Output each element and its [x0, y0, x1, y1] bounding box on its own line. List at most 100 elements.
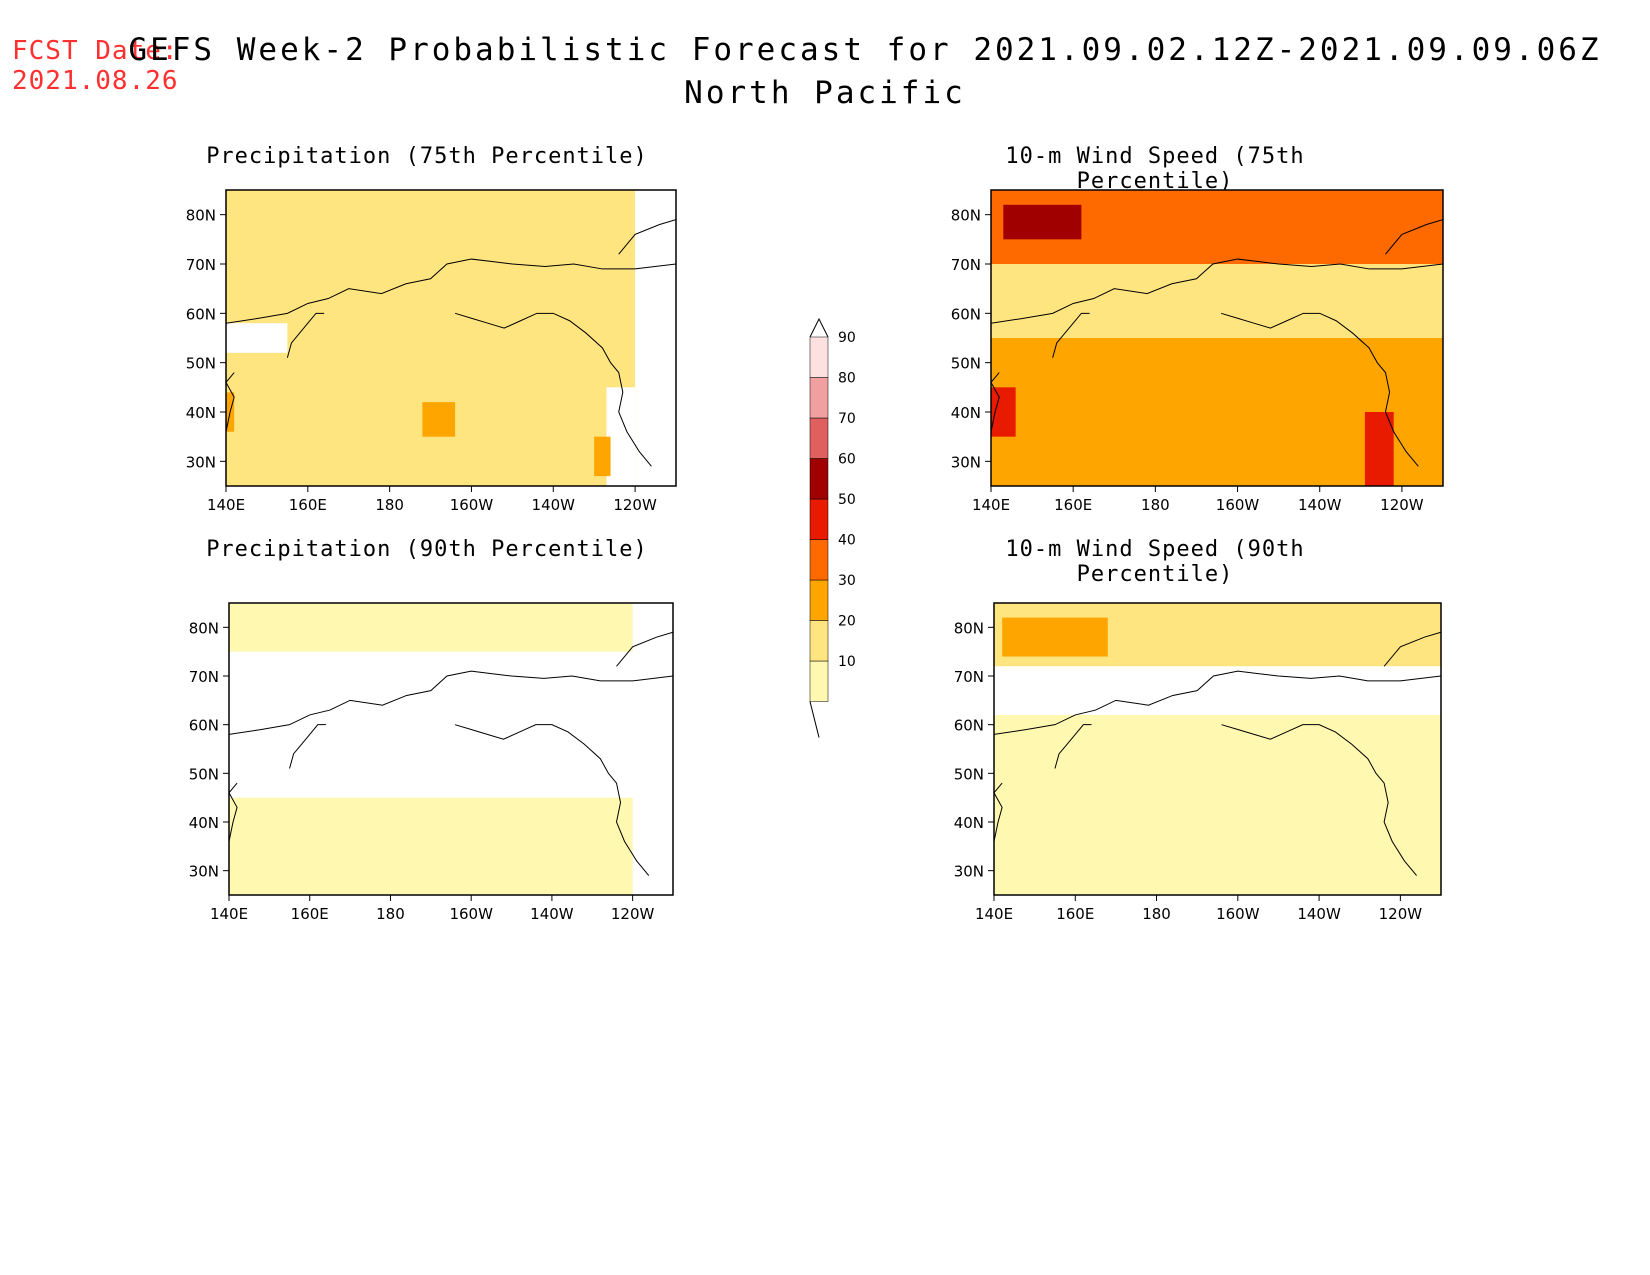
y-tick-label: 30N — [951, 453, 981, 471]
colorbar-segment — [809, 539, 829, 581]
y-tick-label: 60N — [186, 305, 216, 323]
map-area-precip75 — [226, 190, 676, 486]
colorbar-segment — [809, 377, 829, 419]
y-tick-label: 40N — [189, 814, 219, 832]
panel-wind90: 80N 70N 60N 50N 40N 30N 140E 160E 180 160W 140W 120… — [954, 602, 1442, 923]
coastline — [229, 782, 238, 842]
x-tick-label: 160E — [1054, 496, 1092, 514]
y-tick-label: 30N — [186, 453, 216, 471]
y-tick-label: 60N — [954, 717, 984, 735]
coastline — [454, 312, 652, 467]
x-tick-label: 180 — [375, 496, 404, 514]
coastline — [1054, 724, 1092, 769]
x-tick-label: 160W — [449, 905, 493, 923]
x-tick-label: 160E — [289, 496, 327, 514]
x-tick-label: 140E — [972, 496, 1010, 514]
coastline — [226, 258, 676, 324]
coastline — [616, 631, 673, 667]
probability-region — [994, 714, 1441, 895]
colorbar-label: 90 — [838, 330, 856, 346]
probability-region — [1364, 412, 1394, 486]
colorbar-top-arrow — [809, 317, 829, 338]
x-tick-label: 160W — [1216, 905, 1260, 923]
map-frame — [225, 189, 677, 487]
x-tick-label: 160E — [1056, 905, 1094, 923]
x-tick-label: 120W — [611, 905, 655, 923]
x-tick-label: 140E — [207, 496, 245, 514]
probability-region — [422, 402, 456, 437]
panel-title-precip75: Precipitation (75th Percentile) — [206, 144, 648, 169]
colorbar-segment — [809, 417, 829, 459]
colorbar-label: 70 — [838, 411, 856, 427]
colorbar-segment — [809, 336, 829, 378]
y-tick-label: 70N — [951, 256, 981, 274]
y-tick-label: 80N — [951, 207, 981, 225]
coastline — [1052, 312, 1090, 358]
colorbar-segment — [809, 620, 829, 662]
y-tick-label: 40N — [951, 404, 981, 422]
panel-title-wind75: 10-m Wind Speed (75th Percentile) — [1005, 144, 1305, 194]
colorbar-label: 80 — [838, 371, 856, 387]
x-tick-label: 180 — [376, 905, 405, 923]
map-area-precip90 — [229, 603, 673, 895]
colorbar-label: 40 — [838, 533, 856, 549]
colorbar-label: 10 — [838, 654, 856, 670]
probability-region — [991, 264, 1443, 338]
y-tick-label: 60N — [951, 305, 981, 323]
colorbar-label: 60 — [838, 452, 856, 468]
coastline — [1220, 312, 1419, 467]
y-tick-label: 40N — [186, 404, 216, 422]
x-tick-label: 140W — [1298, 496, 1342, 514]
y-tick-label: 50N — [951, 355, 981, 373]
colorbar-segment — [809, 498, 829, 540]
y-tick-label: 60N — [189, 717, 219, 735]
coastline — [229, 670, 673, 735]
y-tick-label: 40N — [954, 814, 984, 832]
x-tick-label: 140E — [975, 905, 1013, 923]
x-tick-label: 140W — [532, 496, 576, 514]
map-area-wind75 — [991, 190, 1443, 486]
y-tick-label: 30N — [954, 863, 984, 881]
probability-region — [226, 264, 636, 338]
y-tick-label: 50N — [189, 765, 219, 783]
map-area-wind90 — [994, 603, 1441, 895]
probability-region — [229, 603, 633, 652]
colorbar-bottom-arrow — [809, 701, 820, 738]
coastline — [994, 782, 1003, 842]
y-tick-label: 80N — [186, 207, 216, 225]
map-frame — [990, 189, 1444, 487]
probability-region — [226, 190, 636, 264]
y-tick-label: 80N — [954, 619, 984, 637]
panel-title-wind90: 10-m Wind Speed (90th Percentile) — [1005, 537, 1305, 587]
probability-region — [1003, 204, 1082, 240]
coastline — [1385, 219, 1443, 255]
y-tick-label: 70N — [189, 668, 219, 686]
x-tick-label: 140W — [1297, 905, 1341, 923]
x-tick-label: 160E — [291, 905, 329, 923]
x-tick-label: 140E — [210, 905, 248, 923]
forecast-date-label: FCST Date: — [12, 36, 179, 66]
probability-region — [229, 797, 633, 895]
y-tick-label: 80N — [189, 619, 219, 637]
y-tick-label: 70N — [954, 668, 984, 686]
coastline — [618, 219, 676, 255]
map-frame — [228, 602, 674, 896]
x-tick-label: 160W — [1216, 496, 1260, 514]
y-tick-label: 50N — [186, 355, 216, 373]
coastline — [991, 258, 1443, 324]
coastline — [994, 670, 1441, 735]
coastline — [454, 724, 650, 876]
colorbar-segment — [809, 458, 829, 500]
colorbar-label: 50 — [838, 492, 856, 508]
probability-region — [1002, 617, 1108, 657]
probability-region — [226, 323, 288, 353]
map-frame — [993, 602, 1442, 896]
panel-wind75: 80N 70N 60N 50N 40N 30N 140E 160E 180 160W 140W 120… — [951, 189, 1444, 514]
forecast-date-block: FCST Date: 2021.08.26 — [12, 36, 179, 96]
colorbar: 10 20 30 40 50 60 70 80 90 — [809, 317, 856, 738]
x-tick-label: 160W — [450, 496, 494, 514]
colorbar-segment — [809, 579, 829, 621]
x-tick-label: 180 — [1142, 905, 1171, 923]
coastline — [226, 372, 235, 432]
panel-precip75: 80N 70N 60N 50N 40N 30N 140E 160E 180 160W 140W 120… — [186, 189, 677, 514]
